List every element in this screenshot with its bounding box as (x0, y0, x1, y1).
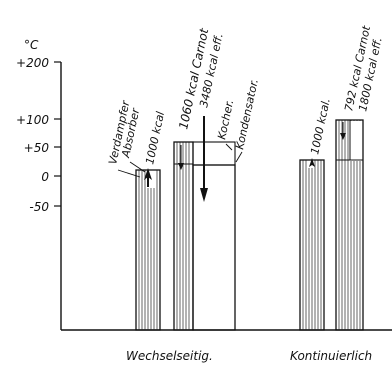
caption-wechselseitig: Wechselseitig. (126, 349, 213, 363)
label-w-heat1: 1000 kcal (143, 110, 167, 165)
tick-label-minus50: -50 (29, 200, 49, 214)
label-kocher: Kocher. (215, 98, 236, 140)
tick-label-100: +100 (16, 113, 49, 127)
bar-4-arrow (309, 158, 315, 167)
tick-label-200: +200 (16, 56, 49, 70)
bar-k-absorber (299, 158, 325, 331)
label-kocher-group: Kocher. (215, 98, 236, 140)
leader-verdampfer (117, 169, 141, 178)
bar-5-arrow (340, 133, 346, 140)
bar-2-arrow (178, 163, 184, 170)
leader-absorber (129, 161, 146, 173)
tick-label-50: +50 (24, 141, 50, 155)
bar-3-outline (192, 164, 236, 331)
bar-1-arrow (144, 168, 152, 180)
tick-label-0: 0 (41, 170, 49, 184)
bar-5-open-part (350, 121, 362, 161)
bar-kondensator (192, 116, 236, 331)
label-k-heat1-group: 1000 kcal. (308, 97, 333, 156)
label-kondensator-group: Kondensator. (233, 78, 261, 151)
bar-verdampfer-absorber (135, 168, 161, 331)
bar-3-arrow (200, 188, 208, 202)
leader-kocher (225, 143, 233, 151)
label-kondensator: Kondensator. (233, 78, 261, 151)
axis-unit: °C (24, 38, 39, 52)
bar-kocher (173, 141, 194, 331)
caption-kontinuierlich: Kontinuierlich (290, 349, 372, 363)
bar-2-hatching (176, 142, 190, 330)
bar-k-kocher (335, 119, 364, 331)
bar-1-hatching (138, 170, 158, 330)
kocher-block (192, 141, 236, 166)
label-k-heat1: 1000 kcal. (308, 97, 333, 156)
leader-kondensator (235, 151, 243, 163)
bar-4-hatching (302, 160, 322, 330)
label-w-heat1-group: 1000 kcal (143, 110, 167, 165)
